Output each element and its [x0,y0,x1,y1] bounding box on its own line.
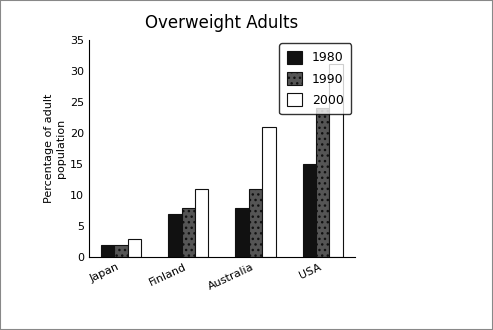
Bar [128,239,141,257]
Bar [195,189,209,257]
Legend: 1980, 1990, 2000: 1980, 1990, 2000 [280,43,351,114]
Bar [168,214,181,257]
Y-axis label: Percentage of adult
population: Percentage of adult population [44,94,66,203]
Bar [181,208,195,257]
Bar [114,245,128,257]
Bar [329,64,343,257]
Bar [262,127,276,257]
Bar [249,189,262,257]
Bar [303,164,316,257]
Title: Overweight Adults: Overweight Adults [145,15,298,32]
Bar [235,208,249,257]
Bar [316,108,329,257]
Bar [101,245,114,257]
